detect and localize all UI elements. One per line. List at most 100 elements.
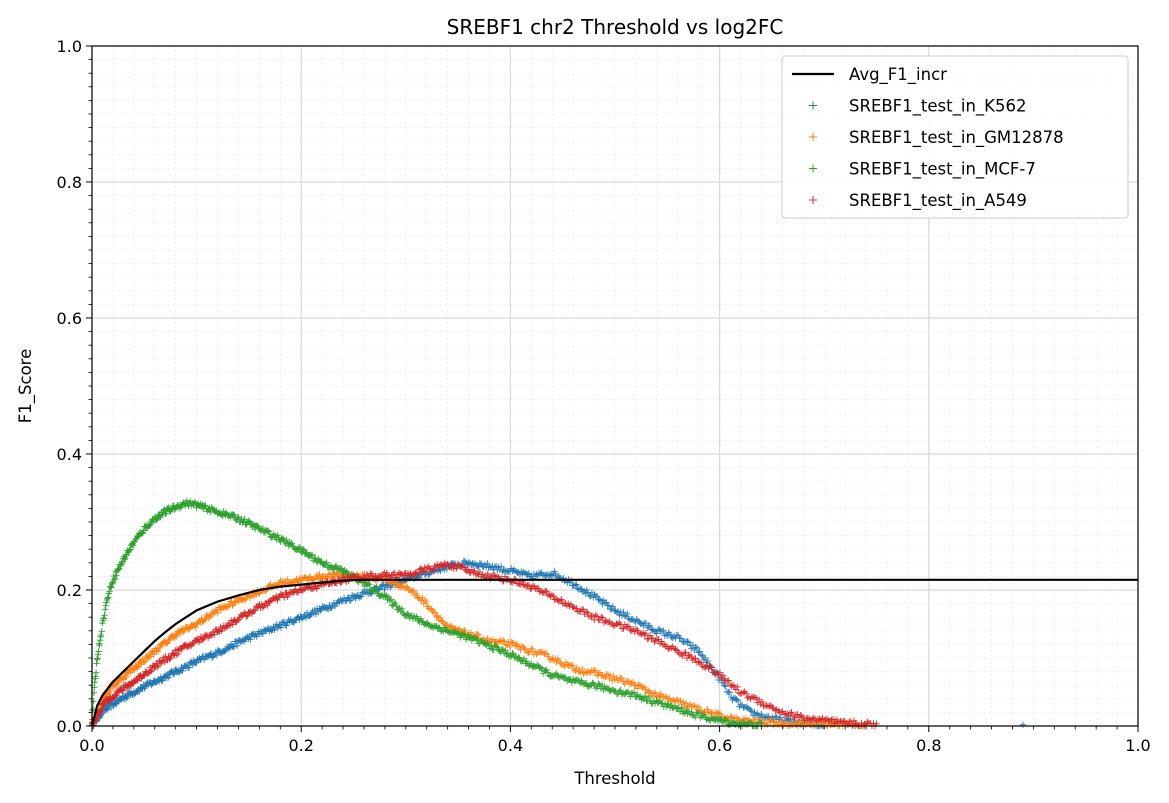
data-point [751, 709, 758, 716]
data-point [277, 624, 285, 631]
ticks-layer: 0.0 0.2 0.4 0.6 0.8 1.0 0.0 0.2 0.4 0.6 0.8 1.0 [57, 37, 1151, 755]
data-point [484, 560, 491, 567]
legend-label: SREBF1_test_in_GM12878 [849, 128, 1064, 148]
data-point [595, 596, 602, 604]
data-point [159, 677, 166, 684]
data-point [858, 719, 865, 727]
data-point [114, 679, 122, 686]
data-point [331, 602, 339, 610]
data-point [234, 514, 241, 521]
data-point [475, 631, 482, 639]
data-point [230, 511, 238, 519]
data-point [693, 644, 701, 652]
data-point [185, 626, 192, 633]
data-point [242, 596, 249, 603]
data-point [515, 654, 522, 661]
data-point [229, 510, 237, 518]
data-point [146, 521, 154, 528]
data-point [634, 627, 641, 634]
data-point [139, 530, 146, 537]
data-point [422, 568, 429, 576]
data-point [299, 545, 307, 553]
data-point [537, 664, 544, 671]
data-point [711, 668, 718, 676]
data-point [650, 690, 657, 697]
data-point [704, 657, 712, 665]
y-tick-label: 0.4 [57, 445, 82, 464]
data-point [829, 715, 837, 723]
data-point [777, 717, 784, 725]
data-point [591, 667, 598, 674]
data-point [668, 644, 675, 652]
data-point [470, 568, 477, 576]
data-point [467, 569, 474, 577]
data-point [660, 627, 667, 634]
data-point [423, 598, 430, 606]
data-point [758, 710, 765, 718]
data-point [791, 714, 798, 722]
data-point [739, 689, 747, 696]
data-point [224, 604, 231, 611]
data-point [311, 576, 318, 583]
data-point [504, 642, 511, 649]
data-point [680, 650, 688, 657]
data-point [317, 607, 324, 614]
data-point [307, 611, 314, 619]
data-point [584, 609, 591, 616]
data-point [586, 592, 593, 599]
data-point [677, 635, 685, 642]
data-point [413, 570, 420, 577]
data-point [589, 612, 597, 620]
data-point [113, 572, 120, 579]
data-point [864, 718, 871, 725]
data-point [723, 717, 731, 724]
data-point [393, 602, 400, 610]
data-point [722, 716, 729, 723]
data-point [191, 499, 198, 506]
data-point [382, 593, 389, 600]
data-point [626, 616, 634, 624]
data-point [633, 685, 641, 692]
data-point [525, 649, 532, 657]
data-point [721, 675, 728, 683]
data-point [734, 683, 741, 691]
data-point [506, 643, 514, 651]
data-point [92, 669, 100, 676]
data-point [592, 611, 599, 619]
data-point [742, 715, 750, 722]
data-point [101, 606, 109, 613]
data-point [117, 561, 125, 568]
data-point [726, 689, 733, 696]
data-point [624, 688, 632, 696]
data-point [414, 570, 422, 578]
data-point [775, 707, 782, 715]
data-point [178, 502, 185, 510]
data-point [141, 685, 148, 692]
data-point [625, 623, 633, 631]
legend-swatch-marker [809, 133, 817, 141]
data-point [701, 654, 709, 661]
data-point [569, 603, 576, 610]
data-point [185, 664, 193, 671]
data-point [150, 651, 157, 658]
data-point [788, 709, 795, 716]
data-point [680, 698, 687, 706]
data-point [114, 565, 121, 573]
data-point [476, 568, 484, 576]
data-point [624, 610, 631, 618]
data-point [672, 646, 679, 653]
data-point [97, 631, 105, 639]
data-point [213, 651, 221, 659]
data-point [852, 719, 859, 727]
data-point [246, 518, 253, 525]
data-point [609, 603, 617, 610]
data-point [657, 690, 664, 698]
data-point [94, 651, 102, 658]
data-point [148, 667, 156, 674]
data-point [754, 699, 761, 706]
data-point [822, 716, 829, 723]
data-point [618, 675, 626, 682]
data-point [677, 697, 684, 705]
data-point [692, 655, 699, 662]
data-point [673, 696, 680, 703]
